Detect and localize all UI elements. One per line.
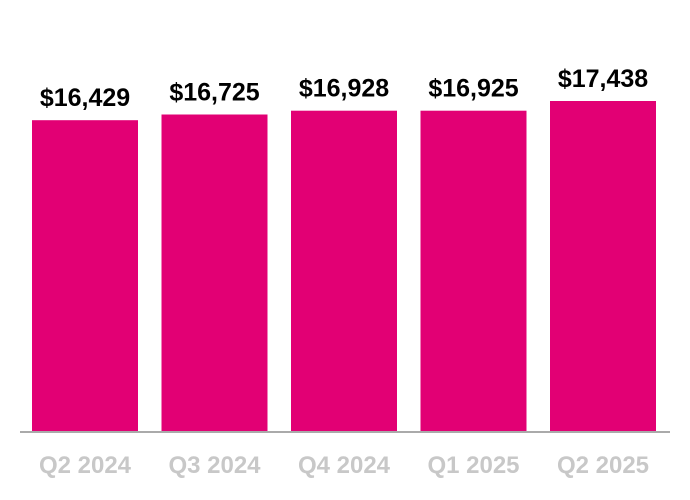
x-tick-label: Q2 2024 [39,452,132,479]
data-label: $17,438 [558,65,648,93]
x-tick-label: Q4 2024 [298,452,391,479]
x-tick-label: Q1 2025 [427,452,519,479]
bars-group [32,101,656,432]
data-label: $16,928 [299,75,389,103]
value-labels-group: $16,429 $16,725 $16,928 $16,925 $17,438 [40,65,648,112]
data-label: $16,429 [40,84,130,112]
x-tick-labels-group: Q2 2024 Q3 2024 Q4 2024 Q1 2025 Q2 2025 [39,452,649,479]
bar-q3-2024 [161,114,268,432]
x-tick-label: Q3 2024 [168,452,261,479]
bar-q2-2024 [32,120,138,432]
bar-q2-2025 [550,101,656,432]
x-tick-label: Q2 2025 [557,452,649,479]
bar-q1-2025 [420,110,527,432]
data-label: $16,725 [169,79,259,107]
bar-q4-2024 [291,110,397,432]
data-label: $16,925 [428,75,518,103]
